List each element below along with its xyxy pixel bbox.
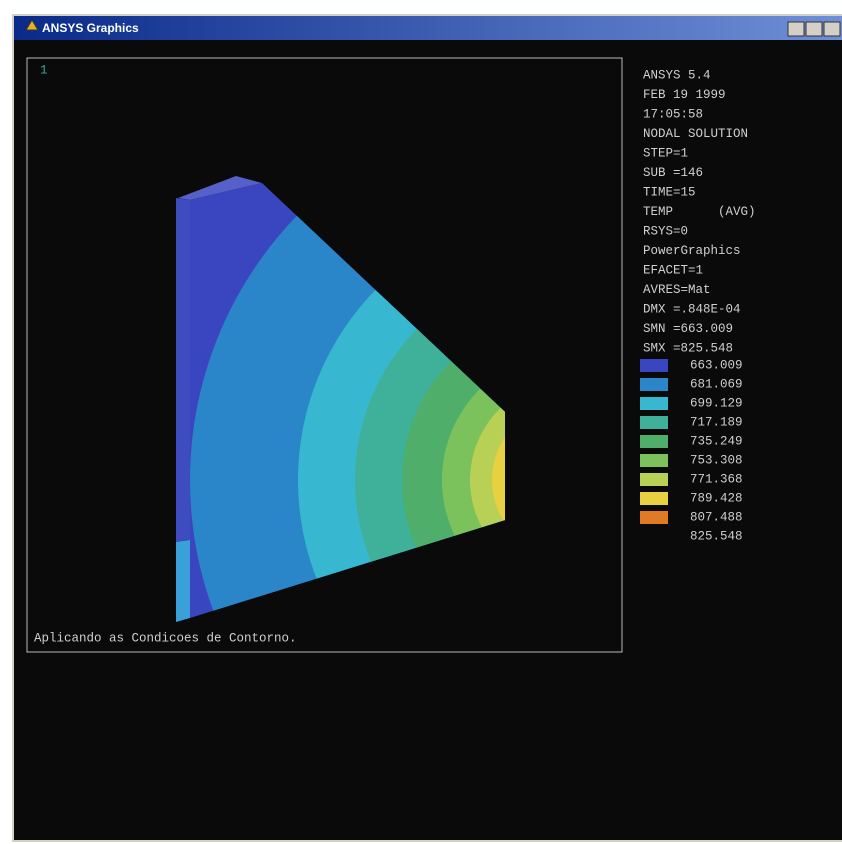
legend-swatch xyxy=(640,378,668,391)
info-line: TIME=15 xyxy=(643,185,696,199)
info-line: FEB 19 1999 xyxy=(643,88,726,102)
legend-swatch xyxy=(640,473,668,486)
legend-label: 789.428 xyxy=(690,491,743,505)
legend-swatch xyxy=(640,397,668,410)
info-line: SMX =825.548 xyxy=(643,341,733,355)
close-button[interactable] xyxy=(824,22,840,36)
legend-swatch xyxy=(640,359,668,372)
model-side-face xyxy=(176,540,190,622)
info-line: PowerGraphics xyxy=(643,244,741,258)
ansys-window: ANSYS Graphics 1 Aplicando as Condicoes … xyxy=(0,0,842,844)
legend-swatch xyxy=(640,511,668,524)
info-line: RSYS=0 xyxy=(643,224,688,238)
legend-label: 771.368 xyxy=(690,472,743,486)
info-line: TEMP (AVG) xyxy=(643,205,756,219)
legend-label: 681.069 xyxy=(690,377,743,391)
legend-label: 807.488 xyxy=(690,510,743,524)
info-line: EFACET=1 xyxy=(643,263,703,277)
legend-swatch xyxy=(640,435,668,448)
info-line: STEP=1 xyxy=(643,146,688,160)
info-line: NODAL SOLUTION xyxy=(643,127,748,141)
legend-swatch xyxy=(640,454,668,467)
legend-label: 753.308 xyxy=(690,453,743,467)
info-line: DMX =.848E-04 xyxy=(643,302,741,316)
info-line: 17:05:58 xyxy=(643,107,703,121)
legend-label: 663.009 xyxy=(690,358,743,372)
model-side-face xyxy=(176,198,190,542)
legend-swatch xyxy=(640,492,668,505)
window-buttons xyxy=(788,22,840,36)
legend-swatch xyxy=(640,416,668,429)
legend-label: 717.189 xyxy=(690,415,743,429)
maximize-button[interactable] xyxy=(806,22,822,36)
info-line: SMN =663.009 xyxy=(643,322,733,336)
legend-label: 825.548 xyxy=(690,529,743,543)
legend-label: 735.249 xyxy=(690,434,743,448)
window-title: ANSYS Graphics xyxy=(42,21,139,35)
legend-label: 699.129 xyxy=(690,396,743,410)
viewport-caption: Aplicando as Condicoes de Contorno. xyxy=(34,631,297,645)
info-line: ANSYS 5.4 xyxy=(643,68,711,82)
info-line: SUB =146 xyxy=(643,166,703,180)
info-line: AVRES=Mat xyxy=(643,283,711,297)
viewport-number: 1 xyxy=(40,63,48,77)
minimize-button[interactable] xyxy=(788,22,804,36)
